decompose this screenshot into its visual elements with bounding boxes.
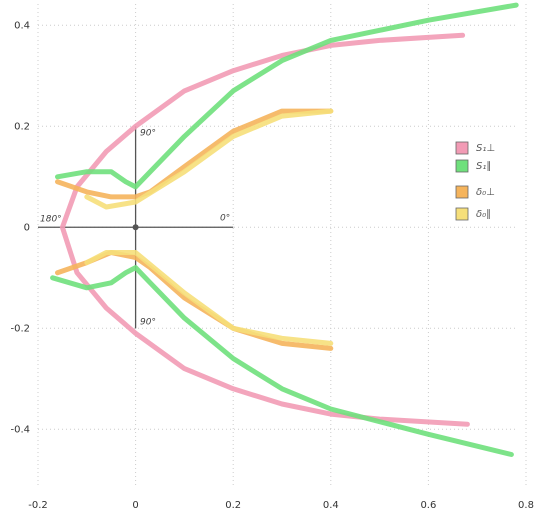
annotation: 0° [220, 214, 230, 224]
annotation: 180° [40, 215, 62, 225]
y-tick-label: -0.4 [10, 424, 30, 435]
legend: S₁⊥ S₁∥ δ₀⊥ δ₀∥ [455, 141, 495, 221]
x-tick-label: 0.2 [225, 500, 241, 511]
y-tick-label: 0.2 [14, 121, 30, 132]
y-tick-label: 0 [24, 222, 30, 233]
x-tick-label: 0.8 [518, 500, 534, 511]
y-tick-label: 0.4 [14, 20, 30, 31]
origin-dot [132, 224, 139, 231]
x-tick-label: -0.2 [28, 500, 48, 511]
y-tick-label: -0.2 [10, 323, 30, 334]
x-tick-label: 0.4 [323, 500, 339, 511]
legend-label: S₁∥ [476, 161, 491, 172]
x-tick-label: 0 [132, 500, 138, 511]
grid-layer: -0.2 0 0.2 0.4 0.6 0.8 0.4 0.2 0 -0.2 -0.4 [10, 4, 534, 511]
legend-label: S₁⊥ [476, 143, 495, 154]
series-line [84, 108, 334, 346]
legend-label: δ₀∥ [476, 209, 491, 220]
series-line [55, 108, 334, 351]
legend-swatch [455, 141, 469, 155]
series-layer [50, 2, 519, 457]
series-line [59, 32, 470, 427]
series-line [50, 2, 519, 457]
legend-label: δ₀⊥ [476, 187, 495, 198]
legend-swatch [455, 185, 469, 199]
x-tick-label: 0.6 [420, 500, 436, 511]
annotation: 90° [140, 129, 156, 139]
legend-swatch [455, 159, 469, 173]
annotation: 90° [140, 318, 156, 328]
legend-swatch [455, 207, 469, 221]
